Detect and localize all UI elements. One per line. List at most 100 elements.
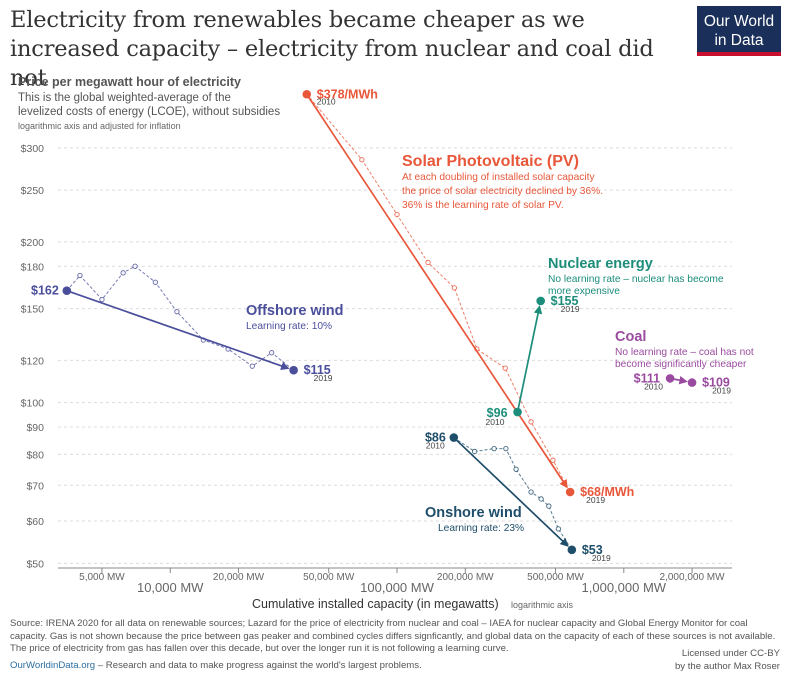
- nuclear-energy-trend-arrow: [516, 305, 543, 413]
- offshore-wind-start-value: $162: [31, 284, 59, 298]
- footer-tagline: OurWorldinData.org – Research and data t…: [10, 660, 422, 673]
- coal-start-point: [665, 374, 675, 383]
- x-tick-label: 100,000 MW: [360, 580, 434, 595]
- solar-photovoltaic-pv-title: Solar Photovoltaic (PV): [402, 153, 579, 170]
- offshore-wind-yearly-point: [152, 279, 159, 285]
- onshore-wind-yearly-line: [453, 437, 573, 551]
- x-tick-label: 20,000 MW: [213, 572, 265, 583]
- license-note: Licensed under CC-BY by the author Max R…: [675, 648, 780, 673]
- solar-photovoltaic-pv-trend-arrow: [306, 93, 568, 489]
- y-tick-label: $300: [21, 143, 45, 155]
- y-tick-label: $250: [21, 185, 45, 197]
- y-axis-title: Price per megawatt hour of electricity: [18, 75, 241, 89]
- x-tick-label: 200,000 MW: [437, 572, 494, 583]
- y-tick-label: $60: [26, 516, 44, 528]
- onshore-wind-end-point: [567, 545, 577, 555]
- y-tick-label: $90: [26, 422, 44, 434]
- onshore-wind-end-year: 2019: [592, 553, 611, 563]
- y-tick-label: $120: [21, 355, 45, 367]
- offshore-wind-start-point: [62, 286, 72, 296]
- onshore-wind-yearly-point: [538, 496, 544, 502]
- solar-photovoltaic-pv-yearly-point: [550, 457, 556, 463]
- onshore-wind-trend-arrow: [453, 436, 569, 547]
- x-tick-label: 2,000,000 MW: [660, 572, 726, 583]
- y-tick-label: $100: [21, 398, 45, 410]
- source-note: Source: IRENA 2020 for all data on renew…: [10, 618, 776, 654]
- coal-title: Coal: [615, 329, 646, 345]
- nuclear-energy-end-value: $155: [551, 294, 579, 308]
- y-tick-label: $180: [21, 261, 45, 273]
- onshore-wind-yearly-point: [503, 445, 509, 452]
- offshore-wind-yearly-line: [66, 265, 294, 371]
- owid-link[interactable]: OurWorldinData.org: [10, 660, 96, 671]
- onshore-wind-end-value: $53: [582, 543, 603, 557]
- offshore-wind-yearly-point: [132, 263, 138, 269]
- solar-photovoltaic-pv-yearly-point: [425, 259, 431, 266]
- solar-photovoltaic-pv-yearly-point: [451, 285, 458, 291]
- y-tick-label: $70: [26, 480, 44, 492]
- solar-photovoltaic-pv-start-point: [302, 89, 312, 99]
- nuclear-energy-title: Nuclear energy: [548, 256, 653, 272]
- solar-photovoltaic-pv-end-year: 2019: [586, 495, 605, 505]
- solar-photovoltaic-pv-yearly-point: [359, 157, 365, 163]
- solar-photovoltaic-pv-description: At each doubling of installed solar capa…: [402, 172, 595, 183]
- solar-photovoltaic-pv-yearly-point: [502, 365, 508, 371]
- onshore-wind-yearly-point: [546, 503, 552, 509]
- coal-end-value: $109: [702, 376, 730, 390]
- solar-photovoltaic-pv-start-year: 2010: [317, 96, 336, 106]
- x-tick-label: 5,000 MW: [79, 572, 125, 583]
- offshore-wind-description: Learning rate: 10%: [246, 321, 332, 332]
- onshore-wind-start-value: $86: [425, 431, 446, 445]
- onshore-wind-start-point: [449, 433, 459, 442]
- offshore-wind-trend-arrow: [66, 289, 290, 370]
- onshore-wind-start-year: 2010: [426, 441, 445, 451]
- offshore-wind-end-point: [289, 365, 298, 375]
- license-line-2: by the author Max Roser: [674, 660, 780, 672]
- coal-description: No learning rate – coal has not: [615, 347, 754, 358]
- nuclear-energy-description: No learning rate – nuclear has become: [548, 274, 724, 285]
- onshore-wind-description: Learning rate: 23%: [438, 523, 524, 534]
- coal-end-point: [687, 378, 697, 387]
- y-tick-label: $80: [26, 449, 44, 461]
- license-line-1: Licensed under CC-BY: [681, 648, 780, 659]
- logo-line-1: Our World: [703, 13, 775, 30]
- y-axis-description: This is the global weighted-average of t…: [18, 92, 231, 104]
- onshore-wind-yearly-point: [513, 466, 519, 472]
- solar-photovoltaic-pv-start-value: $378/MWh: [317, 87, 378, 101]
- nuclear-energy-start-point: [513, 407, 522, 417]
- offshore-wind-yearly-point: [77, 272, 83, 279]
- x-axis-title: Cumulative installed capacity (in megawa…: [252, 597, 499, 611]
- nuclear-energy-end-point: [536, 296, 545, 306]
- offshore-wind-yearly-point: [99, 296, 105, 303]
- nuclear-energy-start-year: 2010: [486, 417, 505, 427]
- solar-photovoltaic-pv-end-value: $68/MWh: [580, 485, 634, 499]
- onshore-wind-yearly-point: [472, 448, 478, 455]
- logo-line-2: in Data: [714, 32, 764, 49]
- x-tick-label: 500,000 MW: [527, 572, 584, 583]
- y-tick-label: $200: [21, 237, 45, 249]
- offshore-wind-end-year: 2019: [314, 373, 333, 383]
- solar-photovoltaic-pv-yearly-point: [528, 419, 534, 425]
- onshore-wind-yearly-point: [491, 445, 497, 452]
- y-axis-note: logarithmic axis and adjusted for inflat…: [18, 121, 181, 131]
- offshore-wind-yearly-point: [174, 309, 180, 315]
- y-axis-description: levelized costs of energy (LCOE), withou…: [18, 106, 280, 118]
- onshore-wind-title: Onshore wind: [425, 505, 522, 521]
- x-axis-note: logarithmic axis: [511, 600, 574, 610]
- tagline-text: – Research and data to make progress aga…: [95, 660, 422, 671]
- x-tick-label: 1,000,000 MW: [582, 580, 667, 595]
- offshore-wind-title: Offshore wind: [246, 303, 343, 319]
- coal-end-year: 2019: [712, 386, 731, 396]
- onshore-wind-yearly-point: [555, 526, 562, 532]
- solar-photovoltaic-pv-end-point: [565, 487, 575, 497]
- solar-photovoltaic-pv-yearly-point: [394, 211, 400, 218]
- solar-photovoltaic-pv-description: 36% is the learning rate of solar PV.: [402, 200, 564, 211]
- solar-photovoltaic-pv-description: the price of solar electricity declined …: [402, 186, 603, 197]
- x-tick-label: 10,000 MW: [137, 580, 204, 595]
- offshore-wind-yearly-point: [249, 363, 255, 369]
- y-tick-label: $50: [26, 558, 44, 570]
- solar-photovoltaic-pv-yearly-line: [306, 93, 571, 493]
- owid-logo[interactable]: Our World in Data: [697, 6, 781, 56]
- x-tick-label: 50,000 MW: [303, 572, 355, 583]
